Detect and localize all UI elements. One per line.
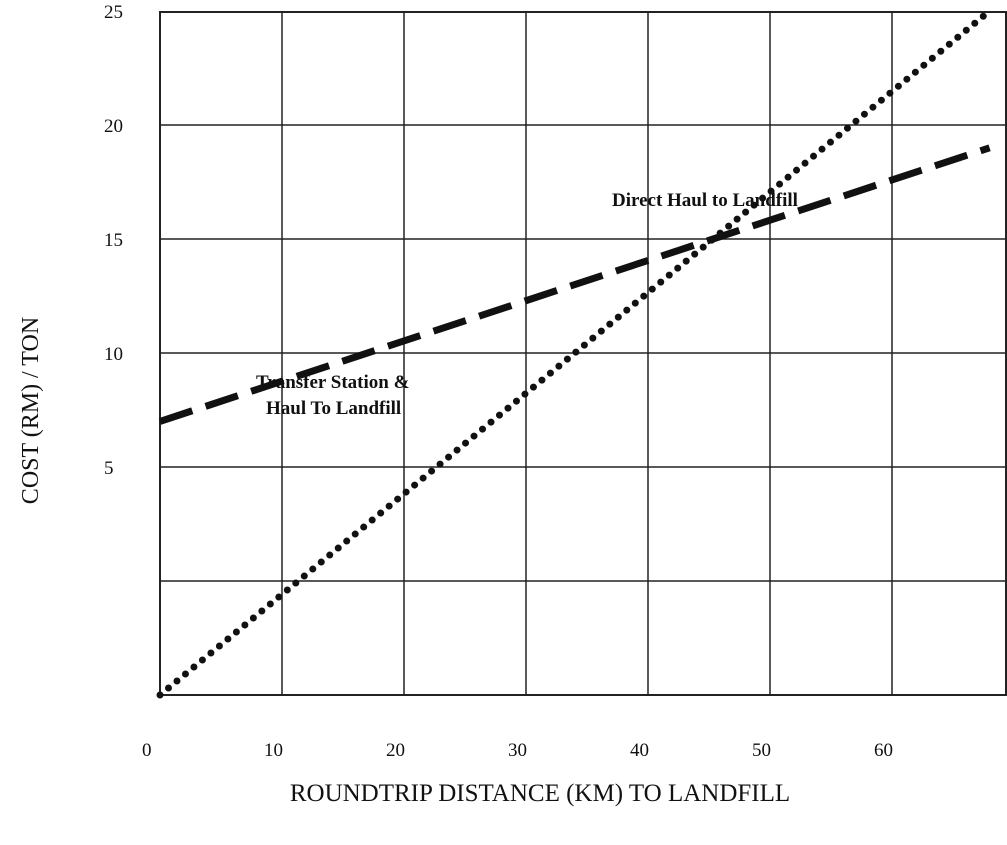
y-tick-label: 25 — [104, 2, 123, 23]
y-axis-label: COST (RM) / TON — [18, 316, 45, 504]
series-line-1 — [158, 144, 991, 425]
x-tick-label: 30 — [508, 740, 527, 761]
x-tick-label: 0 — [142, 740, 152, 761]
y-tick-label: 10 — [104, 344, 123, 365]
y-tick-label: 5 — [104, 458, 114, 479]
x-tick-label: 60 — [874, 740, 893, 761]
y-tick-label: 15 — [104, 230, 123, 251]
annotation-transfer-station-line2: Haul To Landfill — [266, 398, 401, 419]
x-axis-label: ROUNDTRIP DISTANCE (KM) TO LANDFILL — [289, 780, 791, 807]
x-tick-label: 10 — [264, 740, 283, 761]
x-tick-label: 20 — [386, 740, 405, 761]
y-axis-ticks: 5 10 15 20 25 — [104, 2, 123, 479]
chart-series-layer — [156, 7, 994, 699]
annotation-transfer-station-line1: Transfer Station & — [256, 372, 409, 393]
chart-annotations: Direct Haul to Landfill Transfer Station… — [256, 190, 798, 419]
x-tick-label: 50 — [752, 740, 771, 761]
x-tick-label: 40 — [630, 740, 649, 761]
y-tick-label: 20 — [104, 116, 123, 137]
series-line-0 — [156, 7, 994, 699]
chart-grid — [159, 11, 1007, 696]
annotation-direct-haul: Direct Haul to Landfill — [612, 190, 798, 211]
x-axis-ticks: 0 10 20 30 40 50 60 — [142, 740, 893, 761]
